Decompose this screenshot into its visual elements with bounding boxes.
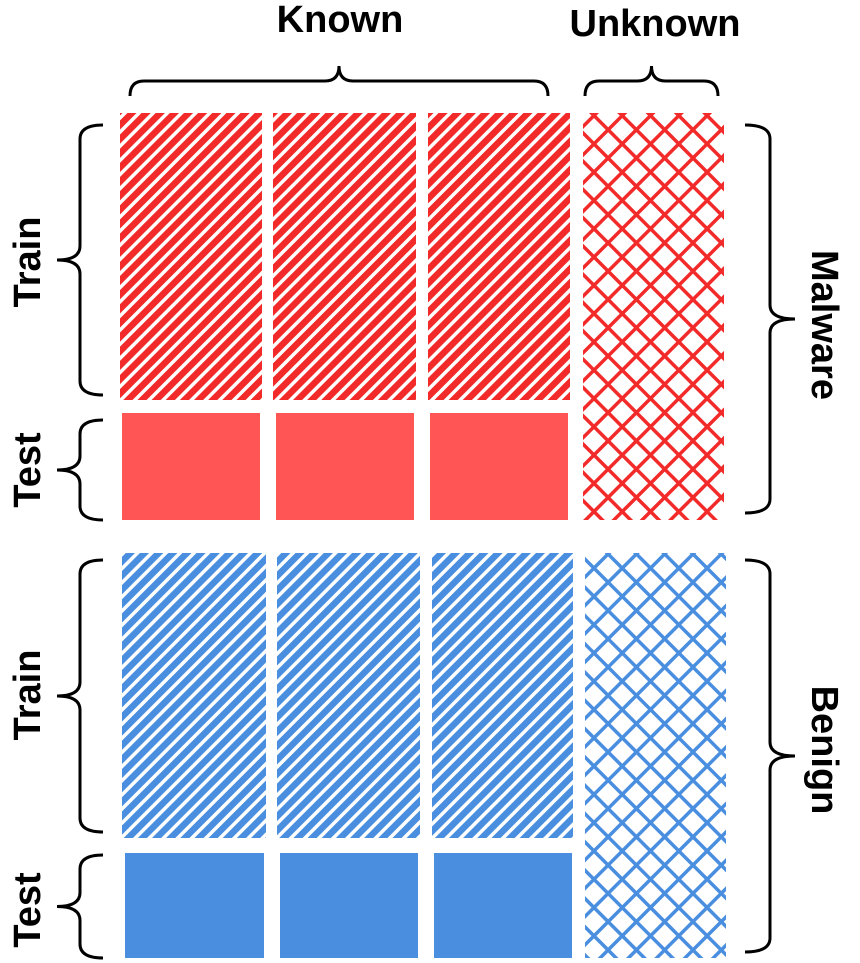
train-block [273,113,416,400]
class-label: Malware [803,250,845,400]
row-label: Test [7,432,49,508]
unknown-block [585,553,726,958]
brace [56,853,104,960]
malware-blocks [120,113,724,520]
column-label: Known [277,0,404,41]
brace [56,123,104,397]
train-block [120,113,262,400]
class-label: Benign [803,686,845,815]
row-label: Train [7,217,49,308]
brace [56,418,104,522]
row-label: Train [7,650,49,741]
test-block [280,853,418,958]
test-block [122,413,260,520]
test-block [276,413,414,520]
test-block [125,853,264,958]
column-label: Unknown [570,3,741,45]
brace [744,558,796,954]
test-block [430,413,568,520]
brace [56,558,104,834]
train-block [277,553,420,838]
unknown-block [583,113,724,520]
benign-blocks [122,553,726,958]
train-block [432,553,573,838]
train-block [122,553,266,838]
train-block [428,113,570,400]
brace [583,65,720,97]
brace [128,65,550,97]
test-block [434,853,572,958]
row-label: Test [7,872,49,948]
brace [744,123,796,515]
